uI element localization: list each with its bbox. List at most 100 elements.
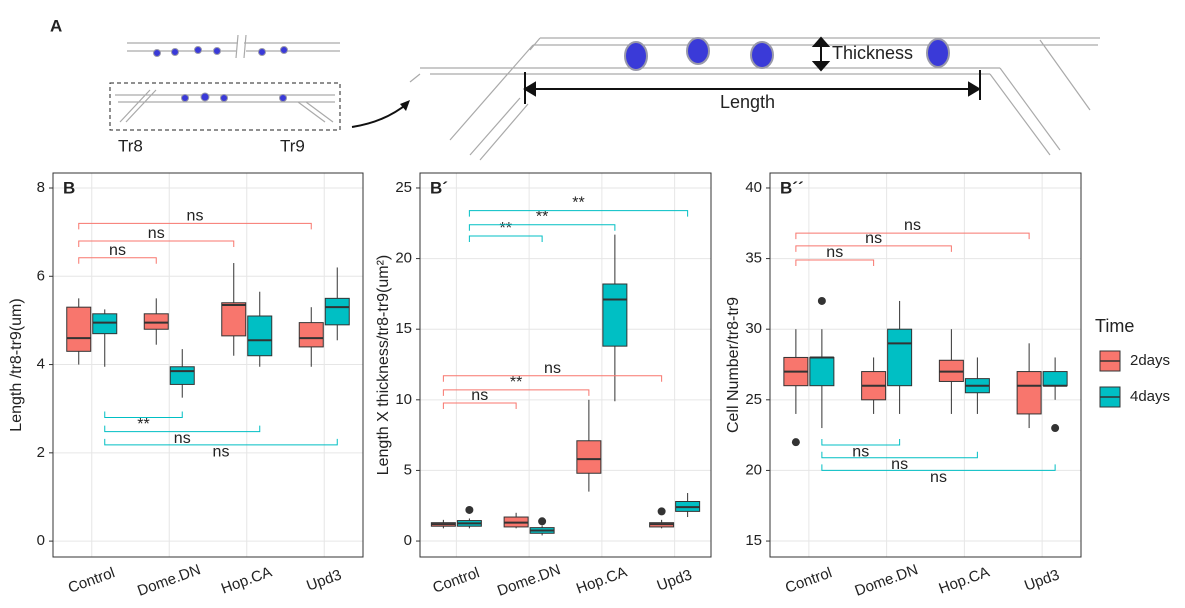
significance-label: ns: [930, 469, 947, 486]
significance-bracket: [795, 232, 1030, 240]
box: [1042, 371, 1068, 387]
significance-bracket: [468, 235, 543, 242]
x-tick-label: Hop.CA: [574, 564, 629, 598]
significance-bracket: [104, 411, 183, 419]
significance-label: ns: [544, 360, 561, 377]
box: [602, 283, 628, 347]
legend-label: 4days: [1130, 388, 1170, 405]
x-tick-label: Upd3: [304, 566, 344, 594]
tube: [127, 34, 340, 59]
y-axis-label: Length X thickness/tr8-tr9(um²): [375, 255, 392, 476]
box: [298, 322, 324, 348]
y-tick-label: 2: [37, 444, 45, 461]
significance-label: ns: [904, 217, 921, 234]
significance-bracket: [78, 240, 235, 247]
panel-label: B: [63, 178, 75, 197]
legend-title: Time: [1095, 316, 1134, 336]
significance-label: ns: [471, 387, 488, 404]
x-tick-label: Hop.CA: [937, 564, 992, 598]
box: [66, 306, 92, 352]
significance-label: **: [510, 374, 522, 391]
outlier: [791, 438, 800, 447]
x-tick-label: Upd3: [655, 566, 695, 594]
significance-bracket: [442, 402, 517, 410]
y-tick-label: 6: [37, 267, 45, 284]
outlier: [1051, 424, 1060, 433]
plot-border: [769, 172, 1082, 558]
significance-bracket: [795, 245, 952, 252]
y-tick-label: 5: [404, 461, 412, 478]
legend-label: 2days: [1130, 352, 1170, 369]
significance-bracket: [104, 425, 261, 433]
arrow: [351, 102, 409, 128]
significance-label: ns: [174, 430, 191, 447]
thickness-label: Thickness: [832, 43, 913, 63]
box: [1016, 371, 1042, 415]
cells: [153, 46, 288, 57]
x-tick-label: Control: [783, 564, 834, 597]
x-tick-label: Dome.DN: [135, 561, 203, 600]
significance-bracket: [78, 222, 312, 230]
significance-label: ns: [213, 443, 230, 460]
arrow-head: [400, 100, 410, 111]
box: [324, 297, 350, 326]
outlier: [817, 296, 826, 305]
significance-bracket: [78, 257, 157, 264]
significance-bracket: [821, 451, 978, 459]
x-tick-label: Upd3: [1022, 566, 1062, 594]
y-tick-label: 8: [37, 179, 45, 196]
length-label: Length: [720, 92, 775, 112]
y-tick-label: 4: [37, 356, 45, 373]
significance-bracket: [821, 439, 901, 446]
panel-label: A: [50, 16, 62, 35]
trachea-label: Tr9: [280, 136, 305, 155]
significance-label: **: [137, 416, 149, 433]
x-tick-label: Control: [431, 564, 482, 597]
significance-bracket: [795, 259, 875, 266]
x-tick-label: Dome.DN: [495, 561, 563, 600]
significance-label: ns: [852, 443, 869, 460]
significance-label: ns: [109, 242, 126, 259]
diagram: A Tr8 Tr9 Thickness Length: [50, 16, 1100, 161]
x-tick-label: Dome.DN: [853, 561, 921, 600]
plot-background: [420, 173, 711, 557]
significance-label: ns: [826, 244, 843, 261]
y-tick-label: 10: [395, 391, 412, 408]
trachea-label: Tr8: [118, 136, 143, 155]
box: [809, 356, 835, 387]
significance-bracket: [104, 438, 338, 446]
outlier: [657, 507, 666, 516]
significance-label: ns: [891, 456, 908, 473]
panel-label: B´´: [780, 178, 804, 197]
y-tick-label: 25: [395, 179, 412, 196]
box: [143, 313, 169, 330]
significance-bracket: [468, 210, 689, 217]
y-tick-label: 20: [745, 461, 762, 478]
y-axis-label: Cell Number/tr8-tr9: [725, 297, 742, 433]
significance-bracket: [821, 464, 1056, 471]
box: [887, 328, 913, 387]
y-tick-label: 30: [745, 320, 762, 337]
y-tick-label: 0: [404, 532, 412, 549]
y-axis-label: Length /tr8-tr9(um): [8, 298, 25, 431]
plot-border: [419, 172, 712, 558]
box: [92, 313, 118, 335]
outlier: [465, 505, 474, 514]
measure-arrows: [523, 36, 981, 104]
cells: [181, 92, 287, 102]
panel-label: B´: [430, 178, 448, 197]
significance-bracket: [468, 224, 616, 231]
box: [247, 315, 273, 357]
significance-label: **: [572, 195, 584, 212]
significance-label: ns: [148, 225, 165, 242]
significance-label: **: [536, 209, 548, 226]
significance-label: ns: [865, 230, 882, 247]
y-tick-label: 20: [395, 250, 412, 267]
y-tick-label: 40: [745, 179, 762, 196]
x-tick-label: Hop.CA: [219, 564, 274, 598]
significance-label: ns: [187, 207, 204, 224]
box: [576, 440, 602, 474]
significance-bracket: [442, 389, 590, 396]
selection-box: [109, 82, 341, 131]
